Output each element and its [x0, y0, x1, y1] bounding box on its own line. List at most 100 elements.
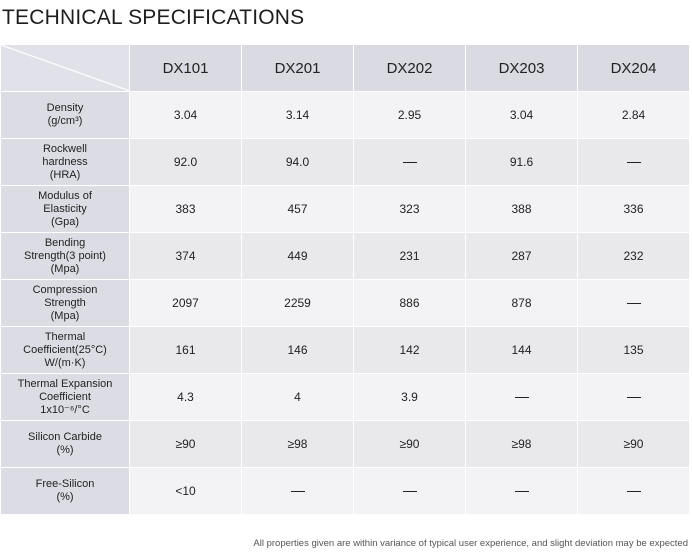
row-label-line: Coefficient(25°C) — [23, 343, 107, 356]
row-label: Thermal Coefficient(25°C) W/(m·K) — [0, 326, 130, 374]
table-cell: 4.3 — [129, 373, 242, 421]
row-label: Free-Silicon (%) — [0, 467, 130, 515]
table-row: Silicon Carbide (%) ≥90 ≥98 ≥90 ≥98 ≥90 — [0, 420, 690, 468]
row-label-line: Compression — [32, 283, 98, 296]
table-row: Free-Silicon (%) <10 — [0, 467, 690, 515]
row-label-line: (Gpa) — [50, 215, 80, 228]
dash-icon — [402, 491, 417, 493]
corner-cell — [0, 44, 130, 92]
row-label-line: Bending — [44, 236, 86, 249]
table-cell: 135 — [577, 326, 690, 374]
row-label: Density (g/cm³) — [0, 91, 130, 139]
table-row: Density (g/cm³) 3.04 3.14 2.95 3.04 2.84 — [0, 91, 690, 139]
table-cell: 146 — [241, 326, 354, 374]
row-label-line: Modulus of — [38, 189, 92, 202]
row-label-line: (HRA) — [49, 168, 81, 181]
table-row: Rockwell hardness (HRA) 92.0 94.0 91.6 — [0, 138, 690, 186]
table-cell: 161 — [129, 326, 242, 374]
row-label-line: Thermal Expansion — [17, 377, 113, 390]
header-row: DX101 DX201 DX202 DX203 DX204 — [0, 44, 690, 92]
disclaimer-note: All properties given are within variance… — [253, 538, 688, 549]
row-label: Thermal Expansion Coefficient 1x10⁻⁶/°C — [0, 373, 130, 421]
table-row: Thermal Coefficient(25°C) W/(m·K) 161 146 142… — [0, 326, 690, 374]
row-label-line: hardness — [42, 155, 88, 168]
table-cell: 374 — [129, 232, 242, 280]
table-cell: <10 — [129, 467, 242, 515]
table-cell: 3.04 — [465, 91, 578, 139]
row-label-line: Density — [46, 102, 84, 114]
table-cell: 142 — [353, 326, 466, 374]
table-cell: 388 — [465, 185, 578, 233]
table-cell: 3.14 — [241, 91, 354, 139]
row-label-line: (Mpa) — [50, 309, 80, 322]
table-cell: ≥98 — [241, 420, 354, 468]
dash-icon — [626, 303, 641, 305]
table-cell — [577, 373, 690, 421]
table-cell: 94.0 — [241, 138, 354, 186]
table-cell: 878 — [465, 279, 578, 327]
table-cell: 457 — [241, 185, 354, 233]
table-cell — [577, 467, 690, 515]
column-header: DX204 — [577, 44, 690, 92]
table-cell — [353, 138, 466, 186]
row-label-line: Elasticity — [43, 202, 87, 215]
table-cell: 2.84 — [577, 91, 690, 139]
table-row: Thermal Expansion Coefficient 1x10⁻⁶/°C 4.3… — [0, 373, 690, 421]
table-cell: ≥90 — [353, 420, 466, 468]
diagonal-divider-icon — [1, 45, 130, 91]
dash-icon — [626, 491, 641, 493]
table-cell: 287 — [465, 232, 578, 280]
table-cell: ≥90 — [129, 420, 242, 468]
row-label: Silicon Carbide (%) — [0, 420, 130, 468]
dash-icon — [402, 162, 417, 164]
column-header: DX201 — [241, 44, 354, 92]
dash-icon — [626, 397, 641, 399]
table-cell: 232 — [577, 232, 690, 280]
table-cell — [577, 138, 690, 186]
table-cell: 2097 — [129, 279, 242, 327]
table-cell — [465, 467, 578, 515]
row-label-line: 1x10⁻⁶/°C — [40, 403, 90, 416]
table-row: Compression Strength (Mpa) 2097 2259 886 878 — [0, 279, 690, 327]
page-title: TECHNICAL SPECIFICATIONS — [2, 6, 305, 29]
row-label-line: Free-Silicon — [35, 478, 95, 490]
row-label: Rockwell hardness (HRA) — [0, 138, 130, 186]
table-cell: 92.0 — [129, 138, 242, 186]
table-cell — [465, 373, 578, 421]
row-label-line: (%) — [56, 444, 74, 456]
column-header: DX101 — [129, 44, 242, 92]
row-label-line: Rockwell — [42, 142, 87, 155]
table-cell: 2259 — [241, 279, 354, 327]
column-header: DX203 — [465, 44, 578, 92]
dash-icon — [514, 491, 529, 493]
table-cell: 449 — [241, 232, 354, 280]
row-label-line: Strength(3 point) — [24, 249, 106, 262]
dash-icon — [290, 491, 305, 493]
table-cell: 886 — [353, 279, 466, 327]
table-cell — [577, 279, 690, 327]
row-label-line: Thermal — [44, 330, 86, 343]
table-cell — [353, 467, 466, 515]
row-label-line: Coefficient — [39, 390, 91, 403]
table-row: Modulus of Elasticity (Gpa) 383 457 323 388 336 — [0, 185, 690, 233]
table-cell: 323 — [353, 185, 466, 233]
table-cell: 336 — [577, 185, 690, 233]
table-cell — [241, 467, 354, 515]
table-cell: 3.9 — [353, 373, 466, 421]
table-cell: 383 — [129, 185, 242, 233]
row-label-line: Silicon Carbide — [28, 431, 102, 443]
specifications-table: DX101 DX201 DX202 DX203 DX204 Density (g/… — [0, 44, 690, 515]
table-cell: 144 — [465, 326, 578, 374]
row-label-line: (Mpa) — [50, 262, 80, 275]
row-label-line: Strength — [44, 296, 86, 309]
row-label: Modulus of Elasticity (Gpa) — [0, 185, 130, 233]
table-cell: 231 — [353, 232, 466, 280]
table-cell: 4 — [241, 373, 354, 421]
row-label: Bending Strength(3 point) (Mpa) — [0, 232, 130, 280]
dash-icon — [514, 397, 529, 399]
table-cell: ≥98 — [465, 420, 578, 468]
dash-icon — [626, 162, 641, 164]
table-row: Bending Strength(3 point) (Mpa) 374 449 231 28… — [0, 232, 690, 280]
table-cell: 3.04 — [129, 91, 242, 139]
row-label-line: W/(m·K) — [44, 356, 86, 369]
